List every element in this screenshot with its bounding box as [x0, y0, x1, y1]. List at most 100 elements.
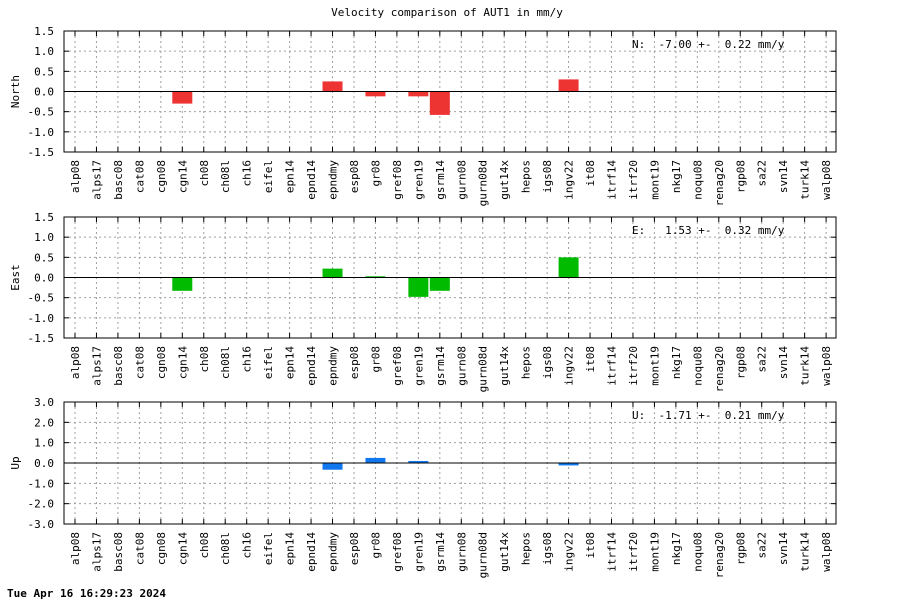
x-tick-label-gref08: gref08: [391, 532, 404, 572]
x-tick-label-ch08l: ch08l: [219, 346, 232, 379]
x-tick-label-alp08: alp08: [69, 532, 82, 565]
bar-gr08: [365, 457, 386, 463]
x-tick-label-nkg17: nkg17: [670, 532, 683, 565]
x-tick-label-itrf20: itrf20: [627, 532, 640, 572]
x-tick-label-gurn08: gurn08: [455, 532, 468, 572]
y-tick-label: -3.0: [28, 518, 55, 531]
x-tick-label-it08: it08: [584, 160, 597, 187]
x-tick-label-alp08: alp08: [69, 346, 82, 379]
bar-epndmy: [322, 81, 343, 92]
x-tick-label-rgp08: rgp08: [734, 160, 747, 193]
x-tick-label-basc08: basc08: [112, 346, 125, 386]
x-tick-label-walp08: walp08: [820, 346, 833, 386]
x-tick-label-walp08: walp08: [820, 532, 833, 572]
y-tick-label: -0.5: [28, 292, 55, 305]
timestamp-footer: Tue Apr 16 16:29:23 2024: [7, 587, 166, 600]
x-tick-label-gsrm14: gsrm14: [434, 160, 447, 200]
x-tick-label-ch16: ch16: [241, 532, 254, 559]
x-tick-label-ch16: ch16: [241, 160, 254, 187]
bar-ingv22: [558, 463, 579, 466]
x-tick-label-sa22: sa22: [756, 160, 769, 187]
velocity-annotation: N: -7.00 +- 0.22 mm/y: [632, 38, 785, 51]
x-tick-label-svn14: svn14: [777, 346, 790, 379]
y-tick-label: 3.0: [34, 396, 54, 409]
x-tick-label-esp08: esp08: [348, 346, 361, 379]
x-tick-label-gurn08d: gurn08d: [477, 160, 490, 206]
x-tick-label-gr08: gr08: [369, 532, 382, 559]
bar-gren19: [408, 277, 429, 297]
x-tick-label-nkg17: nkg17: [670, 160, 683, 193]
x-tick-label-it08: it08: [584, 346, 597, 373]
y-tick-label: 1.0: [34, 437, 54, 450]
x-tick-label-svn14: svn14: [777, 160, 790, 193]
bar-epndmy: [322, 268, 343, 278]
x-tick-label-basc08: basc08: [112, 532, 125, 572]
velocity-annotation: E: 1.53 +- 0.32 mm/y: [632, 224, 785, 237]
x-tick-label-eifel: eifel: [262, 532, 275, 565]
x-tick-label-gsrm14: gsrm14: [434, 346, 447, 386]
x-tick-label-ch08l: ch08l: [219, 532, 232, 565]
y-tick-label: 2.0: [34, 416, 54, 429]
x-tick-label-epnd14: epnd14: [305, 346, 318, 386]
x-tick-label-eifel: eifel: [262, 160, 275, 193]
y-axis-label: North: [9, 75, 22, 108]
y-tick-label: 0.5: [34, 251, 54, 264]
x-tick-label-itrf20: itrf20: [627, 346, 640, 386]
x-tick-label-epnd14: epnd14: [305, 160, 318, 200]
y-tick-label: -1.0: [28, 477, 55, 490]
x-tick-label-gref08: gref08: [391, 346, 404, 386]
x-tick-label-gut14x: gut14x: [498, 160, 511, 200]
x-tick-label-gref08: gref08: [391, 160, 404, 200]
chart-title: Velocity comparison of AUT1 in mm/y: [331, 6, 563, 19]
x-tick-label-epnd14: epnd14: [305, 532, 318, 572]
plot-frame: [63, 216, 837, 339]
x-tick-label-gut14x: gut14x: [498, 346, 511, 386]
x-tick-label-ingv22: ingv22: [563, 346, 576, 386]
x-tick-label-hepos: hepos: [520, 160, 533, 193]
x-tick-label-cat08: cat08: [133, 160, 146, 193]
x-tick-label-renag20: renag20: [713, 346, 726, 392]
bar-ingv22: [558, 257, 579, 278]
panel-north: -1.5 -1.0 -0.5 0.0 0.5 1.0 1.5 alp08 alps17 basc0…: [9, 25, 837, 206]
x-tick-label-gurn08d: gurn08d: [477, 346, 490, 392]
y-tick-label: 0.0: [34, 86, 54, 99]
x-tick-label-gurn08d: gurn08d: [477, 532, 490, 578]
x-tick-label-svn14: svn14: [777, 532, 790, 565]
y-tick-label: -1.0: [28, 312, 55, 325]
y-tick-label: -1.5: [28, 146, 55, 159]
x-tick-label-noqu08: noqu08: [691, 346, 704, 386]
bar-gsrm14: [429, 277, 450, 291]
y-tick-label: 0.0: [34, 457, 54, 470]
x-tick-label-turk14: turk14: [799, 160, 812, 200]
y-axis-label: East: [9, 264, 22, 291]
x-tick-label-renag20: renag20: [713, 160, 726, 206]
y-tick-label: 1.5: [34, 25, 54, 38]
x-tick-label-nkg17: nkg17: [670, 346, 683, 379]
x-tick-label-itrf14: itrf14: [606, 532, 619, 572]
y-tick-label: 0.5: [34, 65, 54, 78]
x-tick-label-ch08: ch08: [198, 160, 211, 187]
x-tick-label-ch16: ch16: [241, 346, 254, 373]
x-tick-label-epndmy: epndmy: [327, 346, 340, 386]
x-tick-label-gsrm14: gsrm14: [434, 532, 447, 572]
x-tick-label-basc08: basc08: [112, 160, 125, 200]
x-tick-label-mont19: mont19: [648, 346, 661, 386]
y-tick-label: 1.0: [34, 231, 54, 244]
x-tick-label-sa22: sa22: [756, 532, 769, 559]
x-tick-label-noqu08: noqu08: [691, 160, 704, 200]
x-tick-label-walp08: walp08: [820, 160, 833, 200]
x-tick-label-itrf14: itrf14: [606, 346, 619, 386]
y-tick-label: -0.5: [28, 106, 55, 119]
x-tick-label-ingv22: ingv22: [563, 160, 576, 200]
x-tick-label-gren19: gren19: [412, 532, 425, 572]
x-tick-label-gut14x: gut14x: [498, 532, 511, 572]
x-tick-label-gurn08: gurn08: [455, 160, 468, 200]
velocity-annotation: U: -1.71 +- 0.21 mm/y: [632, 409, 785, 422]
y-tick-label: -2.0: [28, 498, 55, 511]
panel-east: -1.5 -1.0 -0.5 0.0 0.5 1.0 1.5 alp08 alps17 basc0…: [9, 211, 837, 392]
y-tick-label: 1.5: [34, 211, 54, 224]
x-tick-label-cgn08: cgn08: [155, 160, 168, 193]
x-tick-label-cgn14: cgn14: [176, 160, 189, 193]
bar-cgn14: [172, 277, 193, 291]
